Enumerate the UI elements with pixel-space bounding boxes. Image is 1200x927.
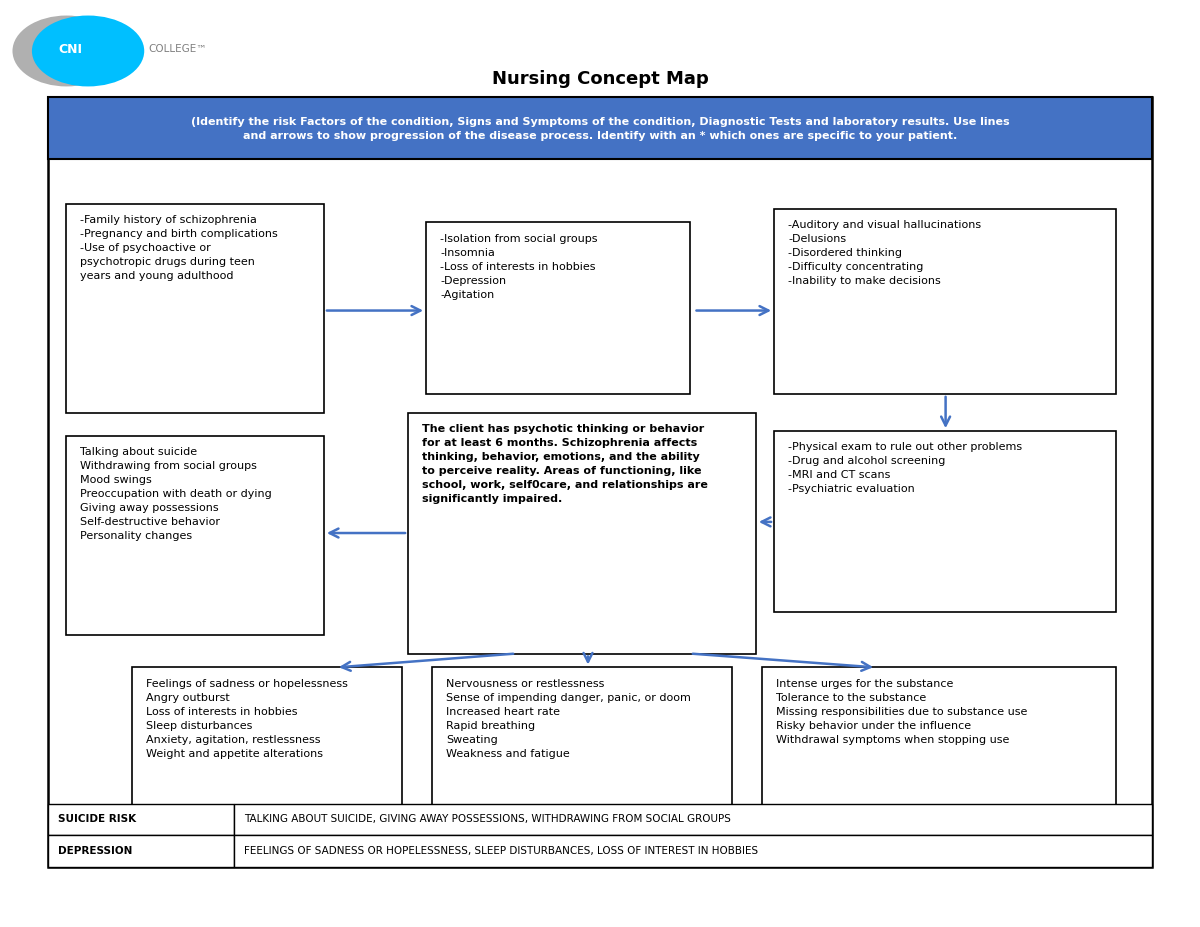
Text: Nervousness or restlessness
Sense of impending danger, panic, or doom
Increased : Nervousness or restlessness Sense of imp… <box>446 679 691 758</box>
Bar <box>132 667 402 844</box>
Text: DEPRESSION: DEPRESSION <box>58 846 132 856</box>
Bar <box>48 804 234 835</box>
Text: (Identify the risk Factors of the condition, Signs and Symptoms of the condition: (Identify the risk Factors of the condit… <box>191 117 1009 141</box>
Bar <box>426 222 690 394</box>
Text: SUICIDE RISK: SUICIDE RISK <box>58 815 136 824</box>
Text: CNI: CNI <box>59 43 83 56</box>
Bar <box>234 835 1152 867</box>
Bar <box>432 667 732 844</box>
Text: -Isolation from social groups
-Insomnia
-Loss of interests in hobbies
-Depressio: -Isolation from social groups -Insomnia … <box>440 234 598 299</box>
Text: Nursing Concept Map: Nursing Concept Map <box>492 70 708 88</box>
Text: -Family history of schizophrenia
-Pregnancy and birth complications
-Use of psyc: -Family history of schizophrenia -Pregna… <box>80 215 278 281</box>
Bar <box>234 804 1152 835</box>
Bar <box>408 413 756 654</box>
Text: FEELINGS OF SADNESS OR HOPELESSNESS, SLEEP DISTURBANCES, LOSS OF INTEREST IN HOB: FEELINGS OF SADNESS OR HOPELESSNESS, SLE… <box>244 846 757 856</box>
Text: Intense urges for the substance
Tolerance to the substance
Missing responsibilit: Intense urges for the substance Toleranc… <box>776 679 1027 744</box>
Text: Talking about suicide
Withdrawing from social groups
Mood swings
Preoccupation w: Talking about suicide Withdrawing from s… <box>80 447 272 540</box>
Text: -Auditory and visual hallucinations
-Delusions
-Disordered thinking
-Difficulty : -Auditory and visual hallucinations -Del… <box>788 220 982 286</box>
Bar <box>66 436 324 635</box>
Bar <box>774 431 1116 612</box>
Bar <box>762 667 1116 844</box>
Ellipse shape <box>32 16 144 86</box>
Text: The client has psychotic thinking or behavior
for at least 6 months. Schizophren: The client has psychotic thinking or beh… <box>422 424 708 503</box>
Bar <box>774 209 1116 394</box>
Text: TALKING ABOUT SUICIDE, GIVING AWAY POSSESSIONS, WITHDRAWING FROM SOCIAL GROUPS: TALKING ABOUT SUICIDE, GIVING AWAY POSSE… <box>244 815 731 824</box>
Bar <box>66 204 324 413</box>
Ellipse shape <box>12 16 120 86</box>
Text: COLLEGE™: COLLEGE™ <box>149 44 208 55</box>
Text: -Physical exam to rule out other problems
-Drug and alcohol screening
-MRI and C: -Physical exam to rule out other problem… <box>788 442 1022 494</box>
Bar <box>48 97 1152 159</box>
Bar <box>48 97 1152 867</box>
Bar <box>48 835 234 867</box>
Text: Feelings of sadness or hopelessness
Angry outburst
Loss of interests in hobbies
: Feelings of sadness or hopelessness Angr… <box>146 679 348 758</box>
